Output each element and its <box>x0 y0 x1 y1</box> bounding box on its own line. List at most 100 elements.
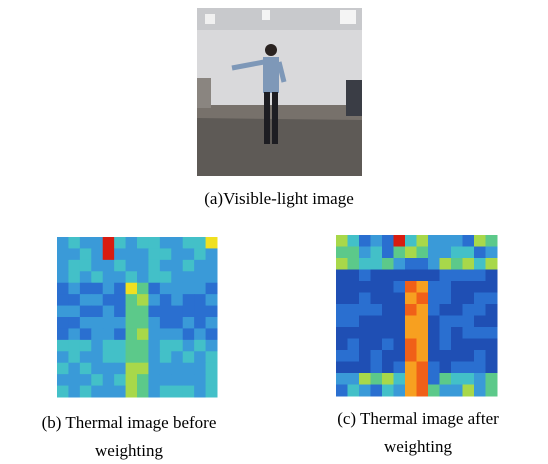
heat-cell <box>405 327 417 339</box>
heat-cell <box>359 339 371 351</box>
heat-cell <box>359 327 371 339</box>
heat-cell <box>451 270 463 282</box>
heat-cell <box>183 317 195 329</box>
heat-cell <box>80 294 92 306</box>
heat-cell <box>80 271 92 283</box>
heat-cell <box>80 237 92 249</box>
heat-cell <box>91 306 103 318</box>
heat-cell <box>417 247 429 259</box>
heat-cell <box>194 340 206 352</box>
heat-cell <box>463 235 475 247</box>
heat-cell <box>194 351 206 363</box>
heat-cell <box>486 385 498 397</box>
heat-cell <box>451 327 463 339</box>
heat-cell <box>474 247 486 259</box>
heat-cell <box>486 281 498 293</box>
heat-cell <box>148 317 160 329</box>
heat-cell <box>417 373 429 385</box>
heat-cell <box>417 281 429 293</box>
heat-cell <box>57 317 69 329</box>
heat-cell <box>348 235 360 247</box>
heat-cell <box>428 258 440 270</box>
heat-cell <box>382 339 394 351</box>
heat-cell <box>68 306 80 318</box>
heat-cell <box>126 260 138 272</box>
heat-cell <box>206 260 218 272</box>
heat-cell <box>114 237 126 249</box>
heat-cell <box>160 306 172 318</box>
heat-cell <box>80 260 92 272</box>
heat-cell <box>394 270 406 282</box>
heat-cell <box>371 362 383 374</box>
heat-cell <box>194 283 206 295</box>
heat-cell <box>137 374 149 386</box>
heat-cell <box>160 294 172 306</box>
heat-cell <box>171 271 183 283</box>
heat-cell <box>206 248 218 260</box>
heat-cell <box>474 362 486 374</box>
heat-cell <box>405 385 417 397</box>
heat-cell <box>206 328 218 340</box>
heat-cell <box>359 293 371 305</box>
caption: (c) Thermal image after <box>337 409 499 428</box>
heat-cell <box>148 306 160 318</box>
heat-cell <box>348 258 360 270</box>
heat-cell <box>382 281 394 293</box>
heat-cell <box>336 373 348 385</box>
heat-cell <box>348 362 360 374</box>
heat-cell <box>440 281 452 293</box>
heat-cell <box>68 386 80 398</box>
heat-cell <box>405 350 417 362</box>
heat-cell <box>486 350 498 362</box>
heat-cell <box>394 362 406 374</box>
heat-cell <box>359 373 371 385</box>
heat-cell <box>394 385 406 397</box>
heat-cell <box>148 283 160 295</box>
heat-cell <box>486 373 498 385</box>
heat-cell <box>428 385 440 397</box>
heat-cell <box>486 362 498 374</box>
heat-cell <box>359 270 371 282</box>
heat-cell <box>126 351 138 363</box>
heat-cell <box>57 248 69 260</box>
heat-cell <box>137 306 149 318</box>
heat-cell <box>57 386 69 398</box>
heat-cell <box>451 385 463 397</box>
heat-cell <box>451 350 463 362</box>
heat-cell <box>417 327 429 339</box>
heat-cell <box>405 247 417 259</box>
heat-cell <box>171 386 183 398</box>
heat-cell <box>336 304 348 316</box>
heat-cell <box>171 374 183 386</box>
heat-cell <box>382 350 394 362</box>
heat-cell <box>206 283 218 295</box>
heat-cell <box>114 351 126 363</box>
heat-cell <box>126 248 138 260</box>
heat-cell <box>440 235 452 247</box>
heat-cell <box>91 386 103 398</box>
heat-cell <box>68 340 80 352</box>
heat-cell <box>148 351 160 363</box>
heat-cell <box>382 327 394 339</box>
heat-cell <box>160 317 172 329</box>
heat-cell <box>451 373 463 385</box>
heat-cell <box>486 304 498 316</box>
heat-cell <box>148 340 160 352</box>
heat-cell <box>80 328 92 340</box>
heat-cell <box>91 351 103 363</box>
heat-cell <box>91 328 103 340</box>
heat-cell <box>486 235 498 247</box>
heat-cell <box>103 294 115 306</box>
heat-cell <box>394 350 406 362</box>
heat-cell <box>91 248 103 260</box>
heat-cell <box>440 304 452 316</box>
heat-cell <box>394 281 406 293</box>
heat-cell <box>440 339 452 351</box>
heat-cell <box>206 294 218 306</box>
heat-cell <box>171 363 183 375</box>
heat-cell <box>348 293 360 305</box>
heat-cell <box>371 373 383 385</box>
heat-cell <box>359 247 371 259</box>
heat-cell <box>348 373 360 385</box>
heat-cell <box>428 235 440 247</box>
